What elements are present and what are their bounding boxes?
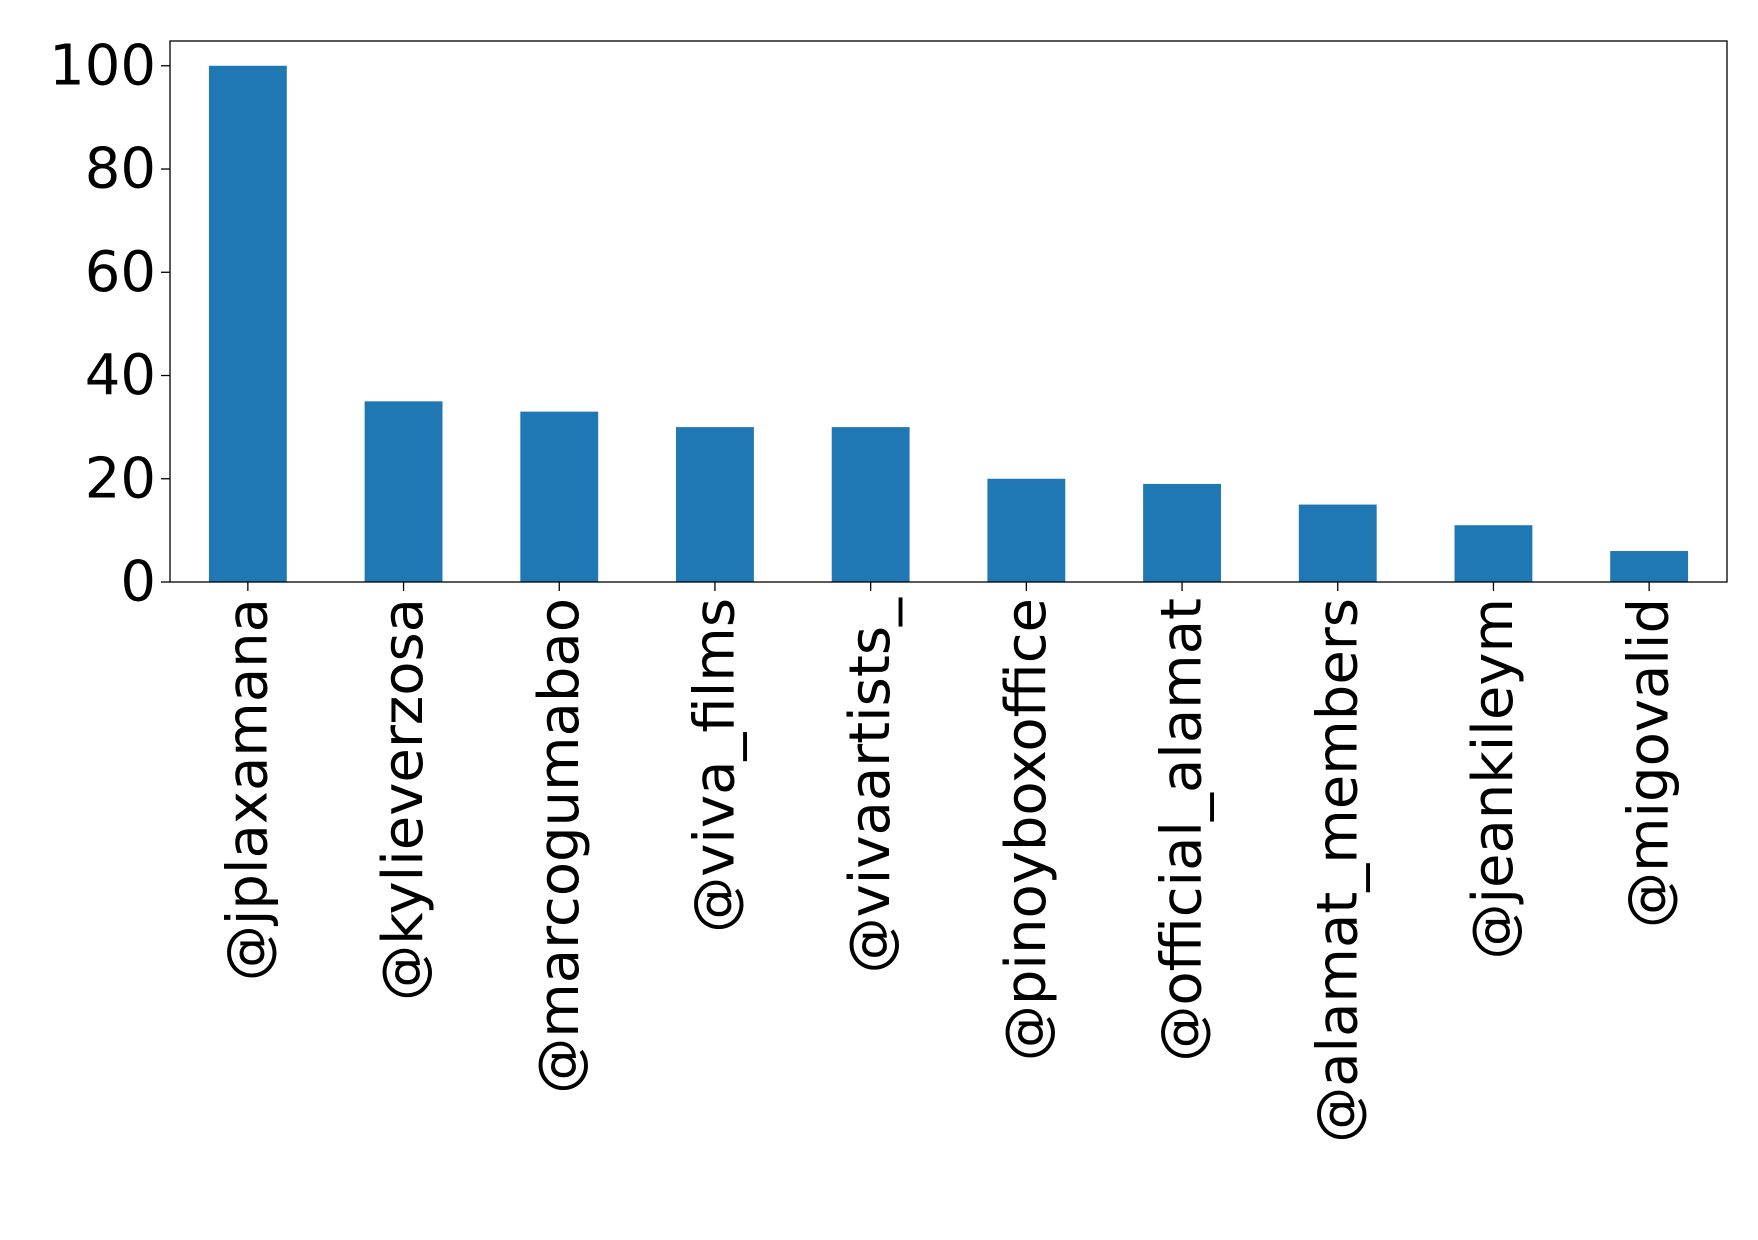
bar-vivaartists- (831, 427, 910, 582)
bar-migovalid (1610, 551, 1689, 582)
x-tick-label: @marcogumabao (527, 598, 592, 1094)
x-tick-label: @kylieverzosa (371, 598, 436, 1001)
bar-marcogumabao (520, 411, 599, 582)
bar-kylieverzosa (364, 401, 443, 582)
y-tick-label: 100 (49, 33, 156, 98)
x-tick-label: @viva_films (682, 598, 747, 933)
plot-frame (169, 40, 1728, 583)
x-axis-ticks: @jplaxamana @kylieverzosa @marcogumabao @vi… (215, 582, 1682, 1143)
x-tick-label: @vivaartists_ (838, 597, 903, 973)
bar-pinoyboxoffice (987, 478, 1066, 582)
y-tick-label: 0 (120, 550, 156, 615)
bar-jplaxamana (208, 65, 287, 582)
x-tick-label: @jeankileym (1461, 598, 1526, 960)
y-tick-label: 80 (85, 137, 156, 202)
y-tick-label: 60 (85, 240, 156, 305)
x-tick-label: @jplaxamana (215, 598, 280, 981)
y-tick-label: 40 (85, 343, 156, 408)
bars-layer (208, 65, 1689, 582)
x-tick-label: @official_alamat (1150, 598, 1215, 1062)
bar-official-alamat (1143, 483, 1221, 582)
x-tick-label: @migovalid (1617, 598, 1682, 928)
x-tick-label: @pinoyboxoffice (994, 598, 1059, 1061)
bar-alamat-members (1298, 504, 1377, 582)
y-axis-ticks: 0 20 40 60 80 100 (49, 33, 170, 615)
axes-layer (169, 40, 1728, 583)
bar-viva-films (676, 427, 754, 582)
x-tick-label: @alamat_members (1305, 598, 1370, 1143)
y-tick-label: 20 (85, 446, 156, 511)
bar-jeankileym (1454, 525, 1533, 582)
